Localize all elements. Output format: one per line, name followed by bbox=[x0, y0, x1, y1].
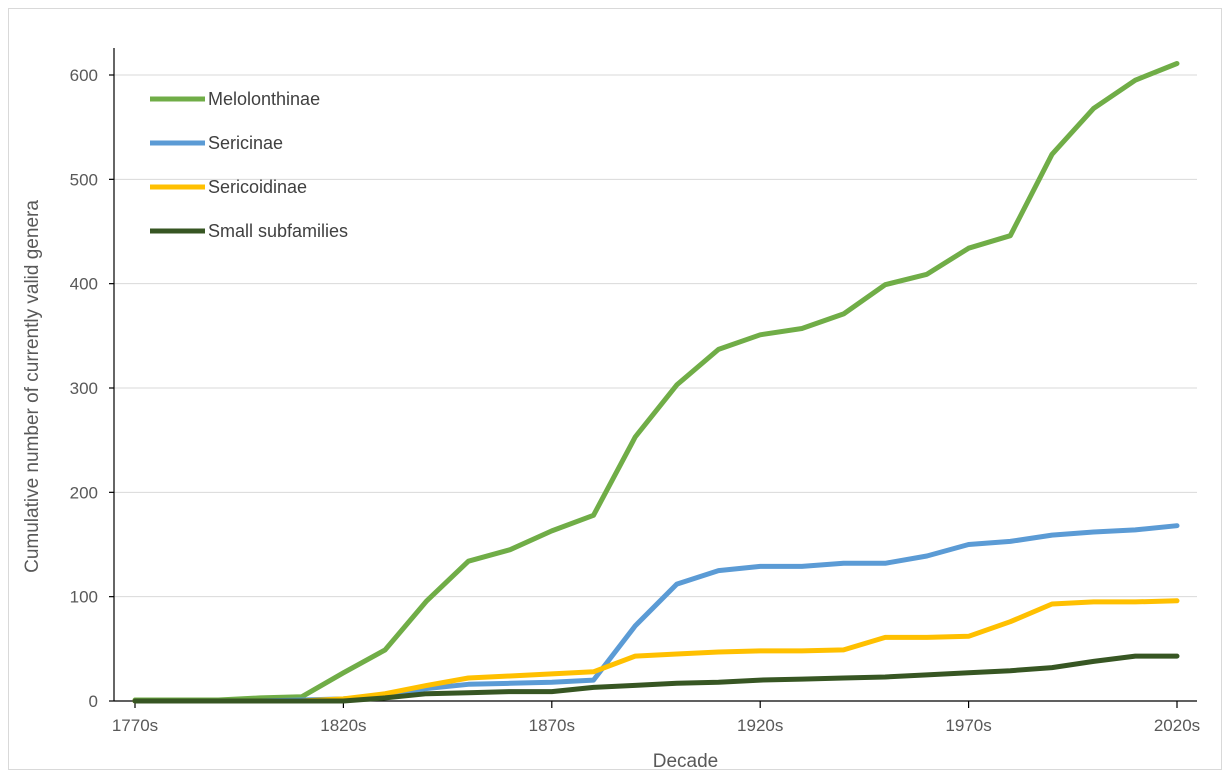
y-tick-label: 600 bbox=[70, 66, 98, 85]
x-tick-label: 1970s bbox=[945, 716, 991, 735]
gridlines bbox=[114, 74, 1197, 598]
legend: Melolonthinae Sericinae Sericoidinae Small … bbox=[150, 89, 348, 241]
y-axis-title: Cumulative number of currently valid gen… bbox=[22, 200, 43, 573]
x-tick-label: 1870s bbox=[529, 716, 575, 735]
x-tick-label: 1820s bbox=[320, 716, 366, 735]
y-tick-label: 0 bbox=[89, 692, 98, 711]
y-tick-label: 200 bbox=[70, 483, 98, 502]
chart-frame bbox=[8, 8, 1222, 770]
x-tick-labels: 1770s 1820s 1870s 1920s 1970s 2020s bbox=[112, 716, 1200, 735]
y-tick-label: 400 bbox=[70, 275, 98, 294]
y-tick-label: 300 bbox=[70, 379, 98, 398]
legend-label: Sericinae bbox=[208, 133, 283, 153]
series-line-small-subfamilies bbox=[132, 653, 1180, 704]
series-lines bbox=[132, 61, 1180, 704]
x-axis-title: Decade bbox=[653, 751, 719, 772]
series-line-melolonthinae bbox=[132, 61, 1180, 703]
series-line-sericinae bbox=[132, 523, 1180, 704]
legend-label: Sericoidinae bbox=[208, 177, 307, 197]
legend-label: Melolonthinae bbox=[208, 89, 320, 109]
x-tick-label: 2020s bbox=[1154, 716, 1200, 735]
x-tick-label: 1920s bbox=[737, 716, 783, 735]
y-tick-label: 100 bbox=[70, 588, 98, 607]
y-tick-label: 500 bbox=[70, 170, 98, 189]
x-tick-label: 1770s bbox=[112, 716, 158, 735]
y-tick-labels: 0 100 200 300 400 500 600 bbox=[70, 66, 98, 711]
legend-label: Small subfamilies bbox=[208, 221, 348, 241]
